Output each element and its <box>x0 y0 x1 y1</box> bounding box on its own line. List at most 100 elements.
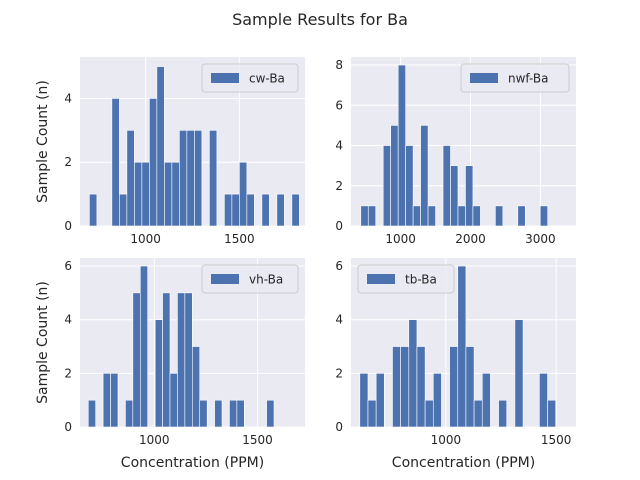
histogram-bar <box>442 145 451 227</box>
histogram-bar <box>405 145 414 227</box>
histogram-bar <box>125 399 134 428</box>
legend-box <box>357 264 455 294</box>
legend-swatch <box>470 73 498 83</box>
histogram-bar <box>400 346 410 428</box>
y-tick-label: 0 <box>64 219 72 233</box>
histogram-bar <box>164 161 173 227</box>
histogram-bar <box>390 125 399 227</box>
x-tick-label: 2000 <box>455 232 486 246</box>
histogram-bar <box>224 193 233 227</box>
histogram-bar <box>291 193 300 227</box>
histogram-bar <box>367 399 377 428</box>
histogram-bar <box>547 399 557 428</box>
histogram-bar <box>141 161 150 227</box>
histogram-bar <box>359 373 369 428</box>
histogram-bar <box>110 373 119 428</box>
y-tick-label: 0 <box>335 420 343 434</box>
y-tick-label: 4 <box>335 313 343 327</box>
histogram-bar <box>465 165 474 227</box>
histogram-bar <box>199 399 208 428</box>
histogram-bar <box>149 98 158 227</box>
histogram-bar <box>171 161 180 227</box>
y-tick-label: 6 <box>335 98 343 112</box>
y-tick-label: 8 <box>335 58 343 72</box>
histogram-bar <box>408 319 418 428</box>
histogram-bar <box>412 205 421 227</box>
histogram-bar <box>126 130 135 227</box>
histogram-bar <box>209 130 218 227</box>
legend-label: cw-Ba <box>249 72 285 86</box>
subplot-cw-ba: 1000 1500 0 2 4 Sample Count (n) cw-Ba <box>35 57 305 246</box>
histogram-bar <box>191 346 201 428</box>
histogram-bar <box>457 265 467 428</box>
legend-tb-ba: tb-Ba <box>357 264 455 294</box>
y-tick-label: 2 <box>335 179 343 193</box>
histogram-bar <box>397 64 406 227</box>
histogram-bar <box>276 193 285 227</box>
legend-cw-ba: cw-Ba <box>201 63 299 93</box>
histogram-bar <box>424 399 434 428</box>
y-tick-label: 2 <box>64 155 72 169</box>
histogram-bar <box>457 205 466 227</box>
histogram-bar <box>427 205 436 227</box>
histogram-bar <box>229 399 238 428</box>
y-tick-label: 0 <box>335 219 343 233</box>
histogram-bar <box>119 193 128 227</box>
legend-label: vh-Ba <box>249 273 283 287</box>
histogram-bar <box>517 205 526 227</box>
histogram-bar <box>449 346 459 428</box>
x-tick-label: 1500 <box>541 433 572 447</box>
histogram-bar <box>214 399 223 428</box>
histogram-bar <box>177 292 186 428</box>
histogram-bar <box>231 193 240 227</box>
histogram-bar <box>465 346 475 428</box>
y-tick-label: 0 <box>64 420 72 434</box>
histogram-bar <box>392 346 401 428</box>
y-tick-label: 6 <box>335 259 343 273</box>
histogram-bar <box>239 161 248 227</box>
legend-label: tb-Ba <box>405 273 437 287</box>
legend-box <box>201 264 299 294</box>
histogram-bar <box>156 66 165 227</box>
y-tick-label: 2 <box>335 366 343 380</box>
histogram-bar <box>432 373 442 428</box>
legend-swatch <box>211 274 239 284</box>
histogram-bar <box>102 373 111 428</box>
histogram-bar <box>495 205 504 227</box>
histogram-bar <box>367 205 377 227</box>
histogram-bar <box>179 130 188 227</box>
legend-swatch <box>367 274 395 284</box>
x-tick-label: 1000 <box>130 232 161 246</box>
histogram-bar <box>375 373 385 428</box>
histogram-bar <box>261 193 270 227</box>
histogram-bar <box>169 373 178 428</box>
histogram-bar <box>111 98 120 227</box>
histogram-bar <box>87 399 96 428</box>
legend-nwf-ba: nwf-Ba <box>460 63 570 93</box>
x-axis-label: Concentration (PPM) <box>392 455 535 471</box>
histogram-bar <box>481 373 491 428</box>
legend-box <box>201 63 299 93</box>
histogram-bar <box>154 319 163 428</box>
histogram-bar <box>194 130 203 227</box>
x-axis-label: Concentration (PPM) <box>121 455 264 471</box>
x-tick-label: 1000 <box>431 433 462 447</box>
histogram-bar <box>539 205 549 227</box>
x-tick-label: 1000 <box>385 232 416 246</box>
histogram-bar <box>134 161 143 227</box>
histogram-bar <box>450 165 459 227</box>
histogram-bar <box>473 399 483 428</box>
histogram-bar <box>498 399 508 428</box>
histogram-bar <box>246 193 255 227</box>
y-tick-label: 2 <box>64 366 72 380</box>
legend-swatch <box>211 73 239 83</box>
legend-label: nwf-Ba <box>508 72 548 86</box>
histogram-bar <box>132 292 141 428</box>
histogram-bar <box>514 319 524 428</box>
subplot-nwf-ba: 1000 2000 3000 0 2 4 6 8 nwf-Ba <box>335 57 576 246</box>
histogram-bar <box>236 399 245 428</box>
histogram-bar <box>416 346 426 428</box>
legend-vh-ba: vh-Ba <box>201 264 299 294</box>
histogram-bar <box>162 292 171 428</box>
